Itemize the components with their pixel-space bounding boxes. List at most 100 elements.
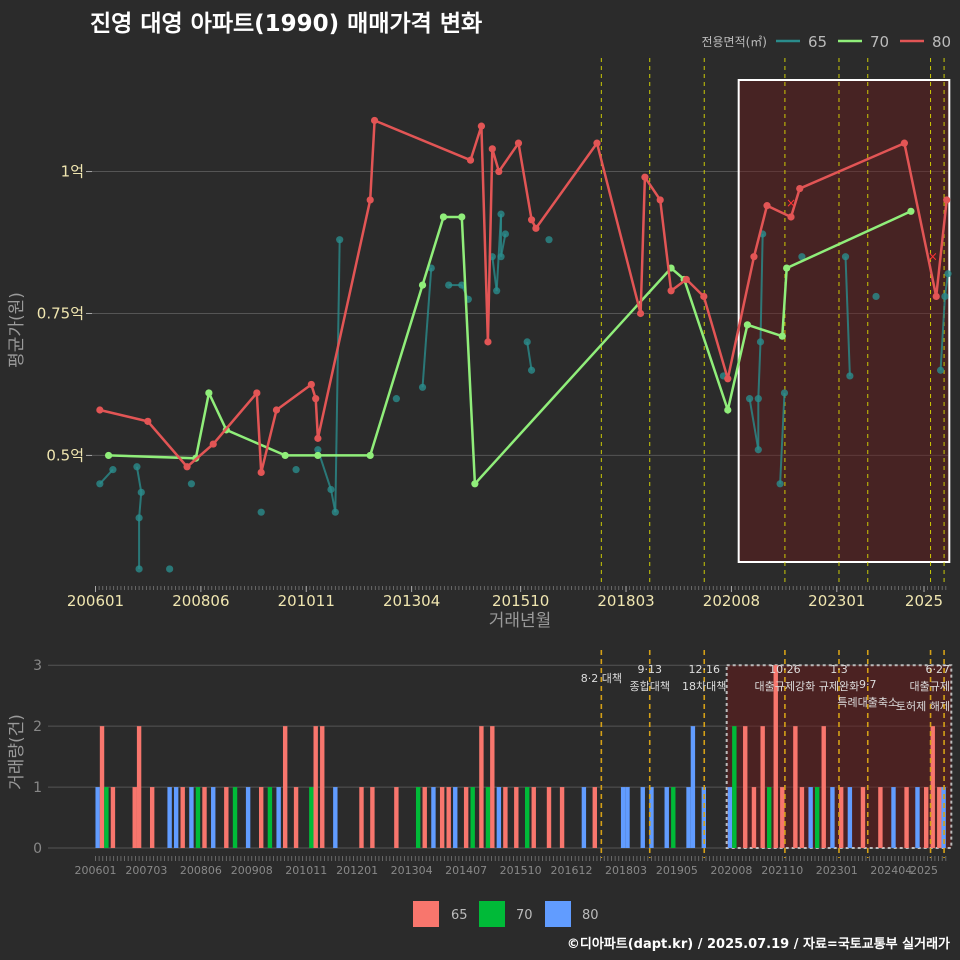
- data-point-80: [514, 139, 523, 147]
- volume-legend-swatch-80: [545, 901, 571, 927]
- volume-bar-65: [313, 726, 318, 848]
- data-point-65: [846, 372, 854, 380]
- data-point-65: [109, 466, 117, 474]
- policy-event-label: 규제완화: [819, 680, 859, 693]
- data-point-80: [314, 434, 322, 442]
- volume-legend-swatch-65: [413, 901, 439, 927]
- x-axis-label: 거래년월: [489, 611, 552, 631]
- policy-event-label: 12·16: [688, 663, 720, 676]
- volume-x-tick-label: 200703: [125, 864, 167, 877]
- volume-x-tick-label: 202008: [710, 864, 752, 877]
- data-point-80: [636, 309, 645, 318]
- policy-event-label: 대출규제: [910, 680, 950, 693]
- data-point-80: [532, 224, 540, 232]
- volume-bars: [95, 665, 946, 848]
- data-point-80: [656, 196, 664, 204]
- volume-x-tick-label: 200601: [74, 864, 116, 877]
- policy-event-label: 6·27: [926, 663, 951, 676]
- price-x-tick-label: 200806: [172, 592, 229, 610]
- volume-bar-80: [915, 787, 920, 848]
- series-line-65: [135, 466, 143, 493]
- data-point-65: [257, 508, 265, 516]
- volume-x-tick-label: 202301: [816, 864, 858, 877]
- data-point-65: [327, 485, 335, 494]
- volume-bar-65: [930, 726, 935, 848]
- policy-event-label: 10·26: [769, 663, 801, 676]
- volume-x-tick-label: 201905: [656, 864, 698, 877]
- data-point-70: [439, 213, 448, 221]
- policy-event-label: 9·13: [637, 663, 662, 676]
- volume-y-tick-label: 1: [33, 780, 42, 796]
- policy-event-label: 1·3: [830, 663, 848, 676]
- volume-bar-80: [620, 787, 626, 848]
- volume-x-tick-label: 200806: [180, 864, 222, 877]
- volume-bar-80: [453, 787, 458, 848]
- volume-bar-65: [439, 787, 445, 848]
- source-credit: ©디아파트(dapt.kr) / 2025.07.19 / 자료=국토교통부 실…: [566, 937, 950, 952]
- data-point-65: [936, 366, 945, 374]
- data-point-65: [527, 366, 536, 374]
- price-grid: [92, 171, 948, 456]
- volume-x-axis: 200601 200703 200806 200908 201011 201201 2013…: [74, 856, 947, 877]
- volume-bar-65: [293, 787, 299, 848]
- highlight-marker: ×: [786, 196, 796, 210]
- volume-bar-65: [838, 787, 844, 848]
- price-x-tick-label: 201510: [492, 592, 549, 610]
- volume-bar-80: [581, 787, 587, 848]
- volume-bar-65: [923, 787, 929, 848]
- volume-bar-80: [686, 787, 691, 848]
- volume-bar-65: [202, 787, 207, 848]
- data-point-80: [943, 196, 951, 204]
- volume-bar-80: [333, 787, 338, 848]
- volume-bar-80: [808, 787, 813, 848]
- series-line-65: [757, 341, 762, 399]
- volume-bar-65: [320, 726, 325, 848]
- data-point-65: [96, 480, 104, 488]
- volume-bar-65: [503, 787, 508, 848]
- volume-bar-80: [245, 787, 251, 848]
- data-point-80: [724, 375, 732, 383]
- data-point-70: [907, 207, 915, 215]
- volume-bar-65: [132, 787, 137, 848]
- data-point-65: [497, 253, 505, 261]
- volume-bar-80: [891, 787, 896, 848]
- series-line-65: [759, 233, 764, 342]
- series-line-65: [500, 233, 507, 257]
- data-point-80: [787, 213, 795, 221]
- data-point-80: [667, 287, 675, 295]
- data-point-70: [743, 321, 752, 329]
- volume-bar-80: [690, 726, 696, 848]
- price-series: ××: [96, 116, 952, 573]
- price-x-tick-label: 201011: [278, 592, 335, 610]
- data-point-80: [750, 253, 758, 261]
- policy-event-label: 18차대책: [682, 680, 726, 693]
- volume-bar-65: [904, 787, 909, 848]
- volume-legend: 65 70 80: [413, 901, 599, 927]
- volume-bar-65: [463, 787, 469, 848]
- area-legend: 전용면적(㎡) 65 70 80: [701, 33, 951, 51]
- volume-bar-65: [793, 726, 798, 848]
- data-point-80: [900, 139, 908, 147]
- volume-bar-70: [309, 787, 314, 848]
- volume-bar-80: [625, 787, 630, 848]
- data-point-80: [477, 122, 486, 130]
- legend-label-65: 65: [808, 33, 827, 51]
- volume-bar-80: [189, 787, 194, 848]
- policy-event-markers: 8·2 대책 9·13 종합대책 12·16 18차대책 10·26 대출규제강화 1·3 규제…: [581, 650, 950, 858]
- data-point-70: [281, 451, 289, 460]
- volume-bar-65: [531, 787, 536, 848]
- data-point-65: [166, 565, 174, 573]
- policy-event-label: 대출규제강화: [755, 680, 816, 693]
- legend-title: 전용면적(㎡): [701, 35, 767, 49]
- data-point-70: [724, 406, 732, 414]
- data-point-65: [135, 514, 143, 522]
- data-point-80: [763, 202, 771, 210]
- data-point-80: [312, 395, 320, 403]
- volume-x-tick-label: 201201: [336, 864, 378, 877]
- volume-bar-65: [760, 726, 765, 848]
- volume-bar-70: [524, 787, 530, 848]
- volume-bar-80: [431, 787, 436, 848]
- data-point-80: [96, 406, 104, 414]
- volume-y-tick-label: 0: [33, 841, 42, 857]
